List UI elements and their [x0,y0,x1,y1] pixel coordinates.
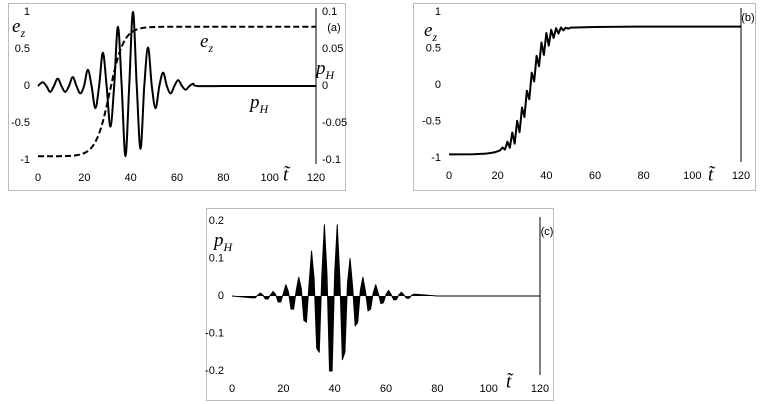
y-axis-label: ez [12,16,25,39]
y-tick-label: 0.1 [209,252,224,264]
x-tick-label: 120 [732,170,750,182]
x-axis-label: t̃ [283,164,291,185]
curve-label-base: p [248,92,260,113]
x-tick-label: 100 [260,172,278,184]
x-tick-label: 80 [431,383,443,395]
panel-label: (b) [741,12,754,24]
panel-border [413,3,756,191]
y-axis-label: ez [424,20,437,43]
panel-label: (c) [541,226,554,238]
panel-border [206,208,554,401]
y2-axis-label-base: p [314,58,326,79]
y2-axis-label-subscript: H [325,68,336,82]
curve-label: pH [248,92,270,115]
x-tick-label: 20 [492,170,504,182]
y-tick-label: -0.5 [422,115,441,127]
curve-label: ez [200,31,213,54]
x-tick-label: 120 [531,383,549,395]
panel-label: (a) [327,22,340,34]
x-tick-label: 20 [78,172,90,184]
x-tick-label: 60 [380,383,392,395]
y-tick-label: 0.5 [15,43,30,55]
curve-label-base: e [200,31,208,52]
x-tick-label: 20 [277,383,289,395]
y-axis-label-subscript: z [19,26,25,40]
x-tick-label: 60 [171,172,183,184]
y-tick-label: -0.5 [11,117,30,129]
y-axis-label: pH [212,230,234,253]
y-tick-label: 0.2 [209,215,224,227]
y-tick-label: 0 [218,290,224,302]
x-tick-label: 80 [638,170,650,182]
y2-tick-label: 0.05 [322,43,343,55]
y-tick-label: 0.5 [426,42,441,54]
x-tick-label: 60 [589,170,601,182]
y-tick-label: -1 [431,152,441,164]
x-tick-label: 40 [329,383,341,395]
area-series [231,224,540,372]
y-tick-label: 1 [435,6,441,18]
panel-border [8,3,346,191]
y-tick-label: -0.1 [205,327,224,339]
curve-label-subscript: H [259,102,270,116]
x-axis-label: t̃ [506,371,514,392]
x-tick-label: 0 [446,170,452,182]
y-tick-label: 1 [24,6,30,18]
y2-axis-label: pH [314,58,336,81]
y-axis-label-base: e [12,16,20,37]
line-series [37,11,316,158]
line-series [37,25,316,158]
y-tick-label: 0 [435,79,441,91]
x-tick-label: 0 [229,383,235,395]
y-axis-label-base: p [212,230,224,251]
y-axis-label-subscript: z [431,30,437,44]
x-tick-label: 80 [217,172,229,184]
y2-tick-label: -0.1 [322,154,341,166]
y-axis-label-subscript: H [223,240,234,254]
x-tick-label: 100 [479,383,497,395]
x-tick-label: 100 [683,170,701,182]
curve-label-subscript: z [207,41,213,55]
x-tick-label: 40 [125,172,137,184]
x-axis-label: t̃ [708,164,716,185]
x-tick-label: 0 [35,172,41,184]
y2-tick-label: -0.05 [322,117,347,129]
y2-tick-label: 0.1 [322,6,337,18]
y-tick-label: 0 [24,80,30,92]
y-axis-label-base: e [424,20,432,41]
y2-tick-label: 0 [322,80,328,92]
line-series [448,25,741,156]
y-tick-label: -0.2 [205,365,224,377]
x-tick-label: 120 [307,172,325,184]
x-tick-label: 40 [540,170,552,182]
y-tick-label: -1 [20,154,30,166]
